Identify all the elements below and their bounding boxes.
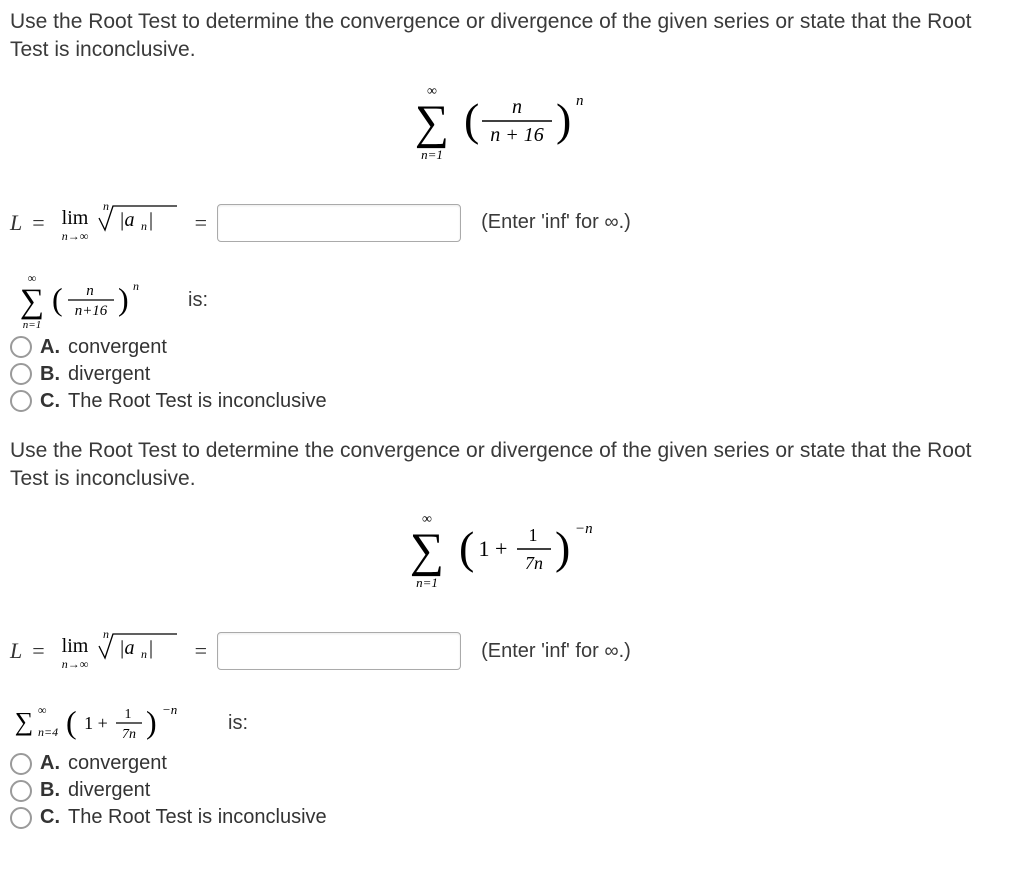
is-text: is: [228,712,248,735]
opt-letter: C. [40,806,60,829]
q1-option-b: B. divergent [10,363,1014,386]
lparen-icon: ( [52,281,63,317]
opt-letter: A. [40,336,60,359]
frac-num: 1 [529,525,538,545]
root-body2: | [149,637,153,659]
q2-series-formula: ∞ ∑ n=1 ( 1 + 1 7n ) −n [10,511,1014,596]
rparen-icon: ) [146,704,157,740]
radio-q1-a[interactable] [10,336,32,358]
radio-q2-b[interactable] [10,780,32,802]
sigma-lower: n=1 [416,575,438,590]
q1-option-c: C. The Root Test is inconclusive [10,390,1014,413]
q2-option-c: C. The Root Test is inconclusive [10,806,1014,829]
radio-q2-a[interactable] [10,753,32,775]
frac-den: n + 16 [490,124,544,146]
sigma-icon: ∑ [20,283,44,320]
q2-answer-input[interactable] [217,632,461,670]
l-label: L [10,638,22,664]
limit-expr: lim n→∞ n |a n | [55,196,185,250]
root-body-sub: n [141,219,147,233]
q2-limit-row: L = lim n→∞ n |a n | = (Enter 'inf' for … [10,624,1014,678]
q1-stem: ∞ ∑ n=1 ( n n+16 ) n is: [10,272,1014,330]
sigma-icon: ∑ [410,524,444,577]
root-body2: | [149,209,153,231]
rparen-icon: ) [118,281,129,317]
radical-icon [99,206,177,230]
lparen-icon: ( [459,522,474,573]
q2-option-b: B. divergent [10,779,1014,802]
sigma-lower: n=1 [23,319,41,330]
q1-hint: (Enter 'inf' for ∞.) [481,211,631,234]
is-text: is: [188,289,208,312]
l-label: L [10,210,22,236]
opt-text: divergent [68,779,150,802]
root-body-sub: n [141,647,147,661]
inner-left: 1 + [479,536,508,561]
frac-den: n+16 [75,303,108,319]
frac-den: 7n [525,553,543,573]
exponent: −n [162,702,177,717]
frac-num: n [86,283,94,299]
equals: = [32,638,44,664]
frac-den: 7n [122,727,136,742]
sigma-icon: ∑ [15,707,34,736]
rparen-icon: ) [556,94,571,145]
q1-limit-row: L = lim n→∞ n |a n | = (Enter 'inf' for … [10,196,1014,250]
page: Use the Root Test to determine the conve… [0,0,1024,873]
frac-num: n [512,96,522,118]
lparen-icon: ( [66,704,77,740]
sigma-upper: ∞ [38,703,47,717]
exponent: −n [575,521,593,537]
q1-option-a: A. convergent [10,336,1014,359]
limit-expr: lim n→∞ n |a n | [55,624,185,678]
radio-q2-c[interactable] [10,807,32,829]
sigma-lower: n=1 [421,147,443,162]
radio-q1-c[interactable] [10,390,32,412]
opt-text: convergent [68,752,167,775]
root-body1: |a [119,637,135,659]
inner-left: 1 + [84,713,108,733]
equals: = [32,210,44,236]
radio-q1-b[interactable] [10,363,32,385]
equals2: = [195,210,207,236]
opt-text: convergent [68,336,167,359]
q2-instruction: Use the Root Test to determine the conve… [10,437,1014,494]
opt-letter: A. [40,752,60,775]
frac-num: 1 [125,707,132,722]
opt-text: divergent [68,363,150,386]
radical-icon [99,634,177,658]
q2-option-a: A. convergent [10,752,1014,775]
root-index: n [103,199,109,213]
lparen-icon: ( [464,94,479,145]
q2-options: A. convergent B. divergent C. The Root T… [10,752,1014,829]
sigma-lower: n=4 [38,725,58,739]
root-index: n [103,627,109,641]
q2-stem: ∑ ∞ n=4 ( 1 + 1 7n ) −n is: [10,700,1014,746]
sigma-icon: ∑ [415,96,449,149]
lim-text: lim [61,207,88,229]
q1-answer-input[interactable] [217,204,461,242]
rparen-icon: ) [555,522,570,573]
lim-sub: n→∞ [61,657,88,671]
root-body1: |a [119,209,135,231]
opt-letter: B. [40,779,60,802]
exponent: n [133,279,139,293]
opt-text: The Root Test is inconclusive [68,806,327,829]
opt-letter: B. [40,363,60,386]
q1-options: A. convergent B. divergent C. The Root T… [10,336,1014,413]
q2-hint: (Enter 'inf' for ∞.) [481,640,631,663]
lim-text: lim [61,635,88,657]
opt-text: The Root Test is inconclusive [68,390,327,413]
q1-series-formula: ∞ ∑ n=1 ( n n + 16 ) n [10,83,1014,168]
opt-letter: C. [40,390,60,413]
lim-sub: n→∞ [61,229,88,243]
q1-instruction: Use the Root Test to determine the conve… [10,8,1014,65]
exponent: n [576,93,584,109]
equals2: = [195,638,207,664]
